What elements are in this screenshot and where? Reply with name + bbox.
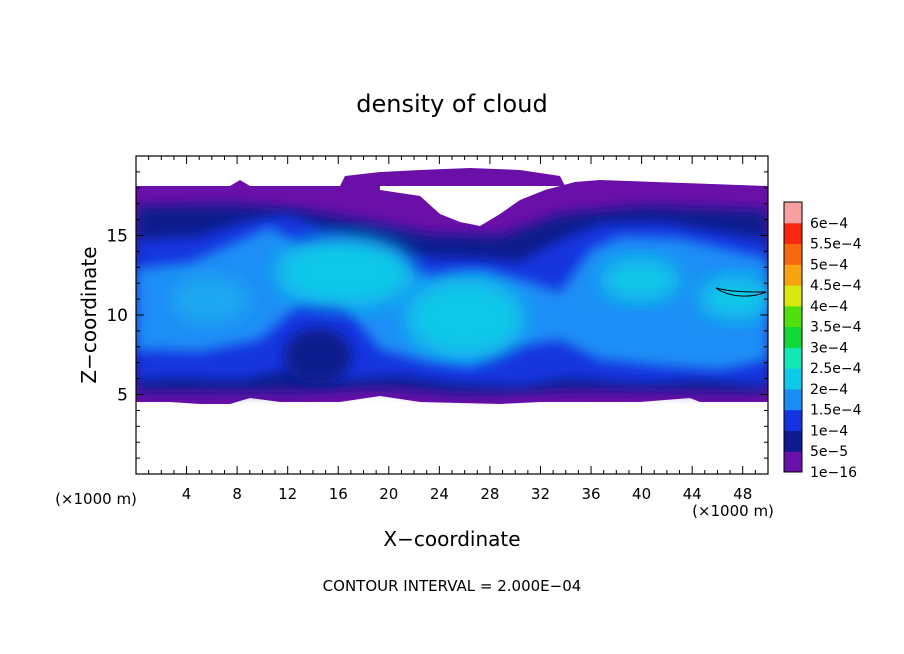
colorbar: 1e−16 5e−5 1e−4 1.5e−4 2e−4 2.5e−4 3e−4 3.5e−4 4… [783,201,862,481]
x-tick-label: 32 [531,485,550,503]
colorbar-swatch [784,451,802,473]
colorbar-label: 1.5e−4 [810,403,862,419]
contour-interval-note: CONTOUR INTERVAL = 2.000E−04 [323,577,582,595]
dark-pocket [284,328,352,384]
colorbar-swatch [784,388,802,411]
cloud-dome [340,168,565,186]
x-unit-label-right: (×1000 m) [692,502,774,520]
x-tick-label: 16 [329,485,348,503]
colorbar-label: 2e−4 [810,382,848,398]
colorbar-label: 5e−4 [810,257,848,273]
colorbar-label: 3e−4 [810,340,848,356]
clear-gap [380,186,560,226]
x-tick-label: 4 [182,485,192,503]
colorbar-label: 2.5e−4 [810,361,862,377]
y-axis-ticks: 5 10 15 [106,171,768,459]
x-axis-label: X−coordinate [383,527,520,551]
chart-title: density of cloud [356,90,547,118]
colorbar-swatch [784,243,802,265]
colorbar-swatch [784,222,802,245]
colorbar-label: 4e−4 [810,299,848,315]
x-tick-label: 8 [232,485,242,503]
x-tick-label: 44 [683,485,702,503]
colorbar-label: 4.5e−4 [810,278,862,294]
x-tick-label: 28 [480,485,499,503]
colorbar-frame [783,201,803,473]
x-tick-label: 48 [733,485,752,503]
contour-field [136,156,768,474]
x-axis-ticks: 4 8 12 16 20 24 28 32 36 40 44 48 [148,156,756,503]
cyan-core-5 [170,276,250,324]
y-tick-label: 10 [106,306,128,326]
contour-line [715,287,767,297]
colorbar-swatch [784,326,802,348]
colorbar-swatch [784,409,802,431]
colorbar-label: 6e−4 [810,216,848,232]
colorbar-swatch [784,347,802,369]
colorbar-swatch [784,368,802,390]
y-tick-label: 5 [117,386,128,406]
colorbar-label: 3.5e−4 [810,320,862,336]
y-axis-label: Z−coordinate [77,246,101,383]
cyan-core-1 [275,236,415,308]
cyan-core-3 [600,258,680,302]
colorbar-swatch [784,264,802,286]
colorbar-swatch [784,285,802,307]
y-tick-label: 15 [106,227,128,247]
colorbar-swatch [784,430,802,452]
x-tick-label: 36 [581,485,600,503]
cyan-core-2 [405,278,525,358]
x-tick-label: 40 [632,485,651,503]
x-tick-label: 20 [379,485,398,503]
colorbar-label: 5.5e−4 [810,237,862,253]
x-unit-label-left: (×1000 m) [55,490,137,508]
x-tick-label: 24 [430,485,449,503]
colorbar-label: 5e−5 [810,444,848,460]
colorbar-label: 1e−4 [810,423,848,439]
colorbar-label: 1e−16 [810,465,857,481]
x-tick-label: 12 [278,485,297,503]
colorbar-swatch [784,202,802,224]
colorbar-swatch [784,305,802,328]
cyan-core-4 [699,276,768,320]
